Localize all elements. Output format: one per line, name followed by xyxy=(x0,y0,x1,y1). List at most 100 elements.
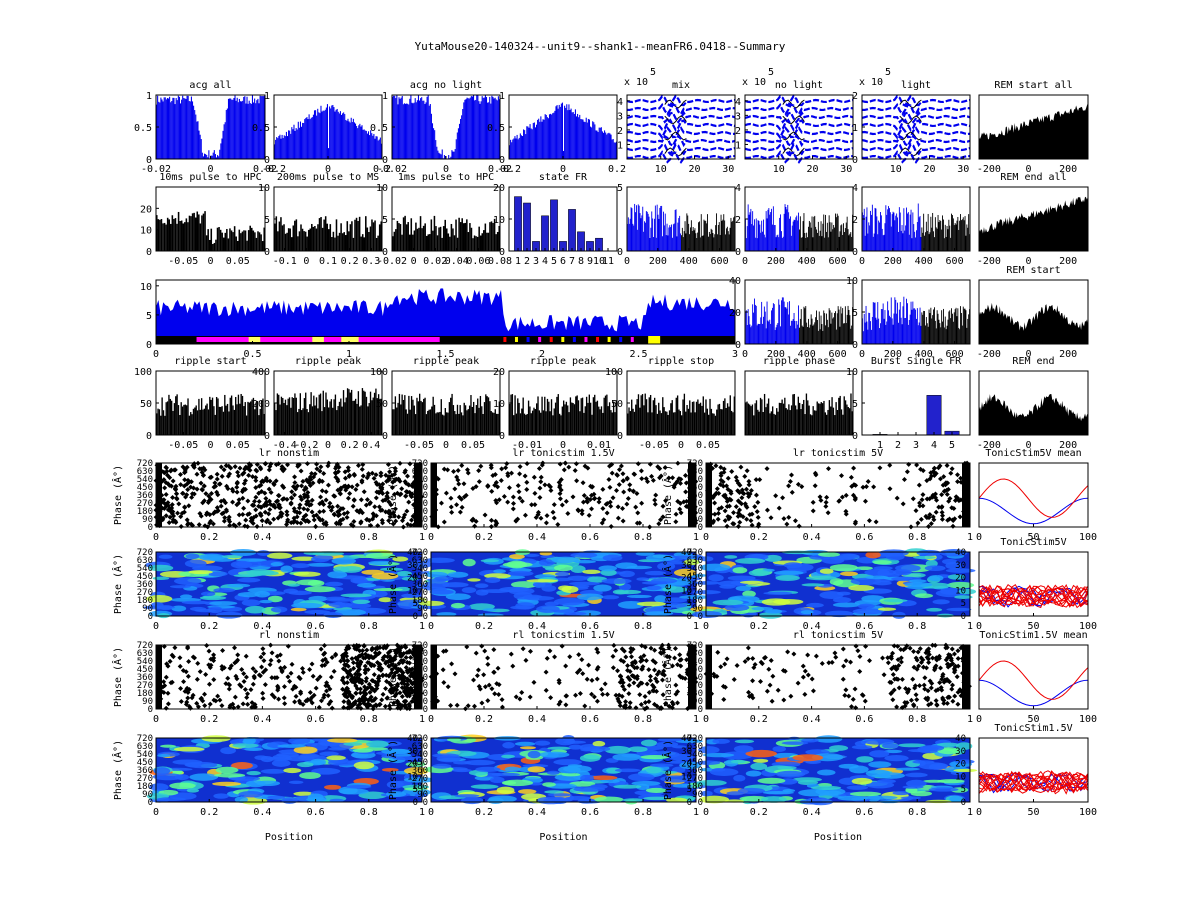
bar xyxy=(213,150,215,159)
bar xyxy=(310,117,312,159)
heatmap-blob xyxy=(832,602,861,608)
waveform-line xyxy=(744,94,854,108)
bar xyxy=(315,228,318,251)
spike-marker xyxy=(952,516,958,522)
bar xyxy=(419,100,421,159)
spike-marker xyxy=(281,684,287,690)
spike-marker xyxy=(718,477,724,483)
x-tick-label: -0.4 xyxy=(273,440,297,451)
spike-marker xyxy=(519,498,525,504)
spike-marker xyxy=(924,478,930,484)
bar xyxy=(762,231,763,251)
x-tick-label: 200 xyxy=(1059,440,1077,451)
x-tick-label: 0.2 xyxy=(373,164,391,175)
state-stripe xyxy=(248,337,261,342)
y-tick-label: 450 xyxy=(687,483,703,493)
bar xyxy=(340,223,342,251)
panel-title: TonicStim5V mean xyxy=(985,448,1081,459)
figure-title: YutaMouse20-140324--unit9--shank1--meanF… xyxy=(415,40,786,53)
bar xyxy=(940,327,942,344)
bar xyxy=(948,219,950,251)
spike-marker xyxy=(250,666,256,672)
spike-marker xyxy=(557,461,563,467)
y-tick-label: 720 xyxy=(687,459,703,469)
bar xyxy=(826,231,827,251)
bar xyxy=(565,107,567,159)
bar xyxy=(567,110,569,159)
bar xyxy=(823,310,825,344)
spike-marker xyxy=(251,515,257,521)
bar xyxy=(777,411,779,435)
spike-marker xyxy=(303,512,309,518)
bar xyxy=(439,153,441,159)
bar xyxy=(536,403,538,435)
bar xyxy=(407,103,409,159)
bar xyxy=(342,390,345,435)
spike-marker xyxy=(753,492,759,498)
bar xyxy=(393,231,396,251)
bar xyxy=(724,398,726,435)
bar xyxy=(459,222,462,251)
spike-marker xyxy=(543,520,549,526)
spike-marker xyxy=(278,512,284,518)
bar xyxy=(944,316,946,344)
spike-marker xyxy=(321,471,327,477)
bar xyxy=(319,113,321,159)
bar xyxy=(832,407,835,435)
spike-marker xyxy=(546,482,552,488)
x-tick-label: 1 xyxy=(419,714,425,725)
heatmap-blob xyxy=(954,595,973,599)
bar xyxy=(285,131,287,159)
bar xyxy=(489,96,491,159)
bar xyxy=(365,396,368,435)
bar xyxy=(250,227,253,251)
spike-marker xyxy=(203,491,209,497)
heatmap-blob xyxy=(727,575,756,581)
spike-marker xyxy=(224,508,230,514)
spike-marker xyxy=(616,482,622,488)
edge-density xyxy=(156,645,162,709)
spike-marker xyxy=(232,464,238,470)
spike-marker xyxy=(677,506,683,512)
bar xyxy=(799,229,800,251)
waveform-mean-line xyxy=(664,115,687,125)
spike-marker xyxy=(532,502,538,508)
bar xyxy=(473,401,475,435)
spike-marker xyxy=(648,645,654,651)
spike-marker xyxy=(225,675,231,681)
spike-marker xyxy=(617,703,623,709)
bar xyxy=(668,227,670,251)
bar xyxy=(840,409,843,435)
stim-trace xyxy=(978,584,1089,608)
bar xyxy=(929,313,931,344)
spike-marker xyxy=(349,656,355,662)
bar xyxy=(395,98,397,159)
bar xyxy=(380,143,382,159)
bar xyxy=(761,399,763,435)
spike-marker xyxy=(441,466,447,472)
axes-frame xyxy=(978,370,1089,436)
colorbar-tick-label: 5 xyxy=(961,599,966,609)
spike-marker xyxy=(394,476,400,482)
bar xyxy=(486,232,488,251)
bar xyxy=(460,118,462,159)
y-tick-label: 360 xyxy=(137,673,153,683)
spike-marker xyxy=(457,509,463,515)
bar xyxy=(331,105,333,159)
bar xyxy=(396,95,398,159)
spike-marker xyxy=(282,664,288,670)
bar xyxy=(746,324,748,344)
bar xyxy=(903,208,905,251)
bar xyxy=(604,395,607,435)
bar xyxy=(890,226,892,251)
y-tick-label: 0 xyxy=(146,431,152,442)
bar xyxy=(479,235,482,251)
bar xyxy=(603,397,605,435)
spike-marker xyxy=(646,689,652,695)
bar xyxy=(899,302,901,344)
bar xyxy=(495,234,497,251)
spike-marker xyxy=(567,654,573,660)
bar xyxy=(490,411,492,435)
x-tick-label: 200 xyxy=(767,349,785,360)
spike-marker xyxy=(486,682,492,688)
